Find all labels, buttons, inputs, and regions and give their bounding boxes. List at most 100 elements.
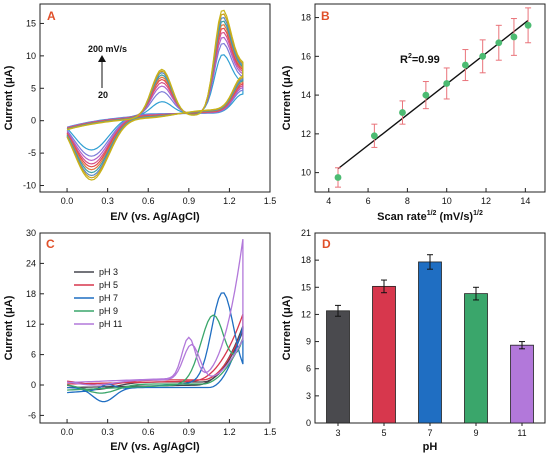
panel-d-bar <box>372 285 396 424</box>
panel-c-x-tick-label: 1.2 <box>223 427 236 437</box>
panel-c-y-tick-label: 0 <box>31 380 36 390</box>
panel-d-y-tick-label: 0 <box>306 418 311 428</box>
panel-b-x-tick-label: 4 <box>326 196 331 206</box>
panel-d-bar <box>418 261 442 424</box>
panel-b-y-tick-label: 10 <box>301 168 311 178</box>
panel-c-x-tick-label: 0.9 <box>183 427 196 437</box>
panel-b-data-point <box>461 61 469 69</box>
panel-b-data-point <box>479 52 487 60</box>
panel-b-xlabel-base: Scan rate <box>377 211 427 223</box>
panel-b-data-point <box>422 91 430 99</box>
panel-d-y-tick-label: 12 <box>301 309 311 319</box>
panel-b-data-point <box>334 174 342 181</box>
panel-c-y-tick-label: 30 <box>26 228 36 238</box>
panel-d-y-tick-label: 6 <box>306 364 311 374</box>
panel-d-bar <box>326 310 350 424</box>
panel-d-x-ticks: 3 5 7 9 11 <box>335 423 527 438</box>
panel-d-x-tick-label: 9 <box>473 428 478 438</box>
panel-b-x-ticks: 4 6 8 10 12 14 <box>326 188 530 206</box>
panel-c-x-tick-label: 0.3 <box>101 427 114 437</box>
panel-b-data-point <box>399 109 406 116</box>
panel-b-y-tick-label: 16 <box>301 51 311 61</box>
panel-b-y-tick-label: 12 <box>301 129 311 139</box>
panel-a-y-tick-label: 5 <box>31 83 36 93</box>
panel-a-cv-curve <box>66 9 244 181</box>
panel-c-y-tick-label: -6 <box>28 410 36 420</box>
panel-c-legend-label: pH 9 <box>99 306 118 316</box>
panel-d-label: D <box>322 237 331 251</box>
panel-c-y-axis-label: Current (μA) <box>3 295 15 360</box>
panel-b-r2-sup: 2 <box>408 53 412 60</box>
panel-b-xlabel-units: (mV/s) <box>436 211 473 223</box>
panel-a-y-tick-label: 0 <box>31 116 36 126</box>
panel-c-legend: pH 3 pH 5 pH 7 pH 9 pH 11 <box>74 267 122 329</box>
panel-c-y-tick-label: 12 <box>26 319 36 329</box>
panel-a-frame <box>39 3 271 193</box>
panel-a-y-tick-label: 10 <box>26 51 36 61</box>
panel-b-xlabel-sup2: 1/2 <box>473 210 483 217</box>
panel-c-curves <box>66 239 244 403</box>
panel-c-x-ticks: 0.0 0.3 0.6 0.9 1.2 1.5 <box>61 419 276 437</box>
panel-b-x-axis-label: Scan rate1/2 (mV/s)1/2 <box>377 210 483 223</box>
panel-d-x-tick-label: 7 <box>427 428 432 438</box>
panel-b-y-ticks: 10 12 14 16 18 <box>301 13 319 178</box>
panel-c-cv-curve-ph-11 <box>67 239 244 386</box>
panel-b-y-axis-label: Current (μA) <box>281 65 293 130</box>
panel-b-data-point <box>510 33 518 41</box>
panel-b-x-tick-label: 8 <box>405 196 410 206</box>
panel-b-y-tick-label: 18 <box>301 13 311 23</box>
panel-c-x-tick-label: 0.6 <box>142 427 155 437</box>
panel-d-y-tick-label: 21 <box>301 228 311 238</box>
panel-d-x-tick-label: 3 <box>335 428 340 438</box>
panel-b-data-point <box>443 80 451 87</box>
panel-b-r2-annotation: R2=0.99 <box>400 53 440 66</box>
panel-b-fit-line <box>337 19 529 170</box>
panel-a-x-tick-label: 1.5 <box>264 196 277 206</box>
panel-b-xlabel-sup1: 1/2 <box>427 210 437 217</box>
panel-c-label: C <box>46 237 55 251</box>
panel-b-x-tick-label: 6 <box>366 196 371 206</box>
panel-c-x-tick-label: 1.5 <box>264 427 277 437</box>
panel-a-y-tick-label: -10 <box>23 181 36 191</box>
panel-c-x-tick-label: 0.0 <box>61 427 74 437</box>
panel-b-data-point <box>524 21 532 29</box>
panel-d-x-axis-label: pH <box>423 441 438 453</box>
panel-d-y-axis-label: Current (μA) <box>281 295 293 360</box>
panel-a-x-tick-label: 0.9 <box>183 196 196 206</box>
panel-a-x-ticks: 0.0 0.3 0.6 0.9 1.2 1.5 <box>61 188 276 206</box>
panel-a-x-axis-label: E/V (vs. Ag/AgCl) <box>110 211 200 223</box>
panel-b-r2-base: R <box>400 54 408 66</box>
panel-c-y-ticks: -6 0 6 12 18 24 30 <box>26 228 44 420</box>
panel-b-data-point <box>495 39 503 47</box>
panel-b-x-tick-label: 14 <box>520 196 530 206</box>
panel-d-bars <box>326 254 534 424</box>
panel-d-y-ticks: 0 3 6 9 12 15 18 21 <box>301 228 319 428</box>
panel-a: A -10 -5 0 5 10 15 0.0 0.3 0.6 0.9 1.2 1.5 200 mV/… <box>3 3 276 223</box>
panel-d-x-tick-label: 5 <box>381 428 386 438</box>
panel-b-label: B <box>321 9 330 23</box>
panel-b: B 10 12 14 16 18 4 6 8 10 12 14 R2=0.99 Scan rate… <box>281 3 546 223</box>
panel-a-x-tick-label: 0.0 <box>61 196 74 206</box>
panel-a-y-tick-label: -5 <box>28 148 36 158</box>
panel-a-x-tick-label: 1.2 <box>223 196 236 206</box>
panel-c-legend-label: pH 7 <box>99 293 118 303</box>
panel-d-y-tick-label: 9 <box>306 337 311 347</box>
panel-a-annotation-top: 200 mV/s <box>88 44 127 54</box>
panel-c-legend-label: pH 5 <box>99 280 118 290</box>
panel-b-x-tick-label: 12 <box>481 196 491 206</box>
panel-b-marks <box>334 7 532 188</box>
panel-d-bar <box>464 293 488 424</box>
panel-a-arrow-head <box>98 55 106 62</box>
panel-c-frame <box>39 232 271 424</box>
panel-a-cv-curve <box>66 54 244 151</box>
panel-a-x-tick-label: 0.3 <box>101 196 114 206</box>
panel-c-y-tick-label: 6 <box>31 350 36 360</box>
panel-c-x-axis-label: E/V (vs. Ag/AgCl) <box>110 441 200 453</box>
panel-d-x-tick-label: 11 <box>517 428 526 438</box>
panel-d-y-tick-label: 3 <box>306 391 311 401</box>
panel-b-r2-value: =0.99 <box>412 54 440 66</box>
panel-d-y-tick-label: 18 <box>301 255 311 265</box>
panel-a-label: A <box>47 9 56 23</box>
